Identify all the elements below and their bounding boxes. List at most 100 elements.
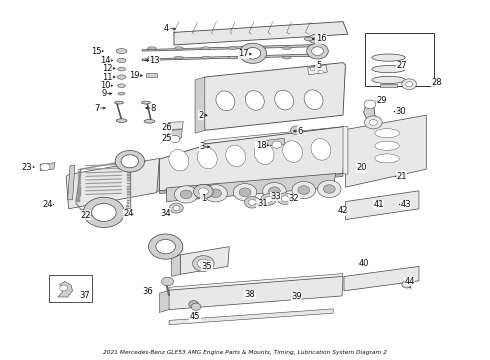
Polygon shape (167, 174, 336, 202)
Ellipse shape (245, 91, 264, 110)
Ellipse shape (144, 120, 155, 123)
Polygon shape (168, 122, 183, 130)
Text: 10: 10 (100, 81, 111, 90)
Ellipse shape (255, 56, 264, 59)
Polygon shape (308, 65, 327, 75)
Ellipse shape (254, 143, 274, 165)
Ellipse shape (375, 154, 399, 163)
Circle shape (239, 43, 267, 63)
Circle shape (365, 116, 382, 129)
Ellipse shape (375, 141, 399, 150)
Circle shape (156, 239, 175, 254)
Circle shape (173, 206, 180, 211)
Circle shape (245, 197, 260, 208)
Text: 42: 42 (338, 207, 348, 215)
Bar (126, 208, 129, 210)
Ellipse shape (372, 66, 405, 73)
Circle shape (40, 163, 50, 171)
Ellipse shape (228, 47, 237, 50)
Bar (127, 188, 130, 190)
Polygon shape (174, 22, 348, 45)
Text: 8: 8 (151, 104, 156, 112)
Polygon shape (267, 138, 285, 146)
Circle shape (204, 185, 227, 202)
Circle shape (272, 141, 282, 148)
Bar (49, 275, 92, 302)
Circle shape (298, 186, 310, 194)
Polygon shape (149, 159, 159, 194)
Circle shape (170, 135, 180, 143)
Text: 25: 25 (161, 134, 172, 143)
Ellipse shape (118, 92, 125, 95)
Text: 24: 24 (123, 210, 134, 218)
Text: 18: 18 (256, 141, 267, 150)
Polygon shape (344, 266, 419, 291)
Polygon shape (195, 77, 205, 133)
Text: 22: 22 (80, 211, 91, 220)
Ellipse shape (117, 58, 126, 63)
Bar (78, 179, 81, 180)
Ellipse shape (174, 56, 183, 59)
Bar (127, 174, 130, 176)
Text: 4: 4 (164, 24, 169, 33)
Circle shape (291, 126, 302, 135)
Bar (77, 198, 80, 200)
Circle shape (263, 183, 286, 200)
Circle shape (402, 281, 412, 288)
Polygon shape (345, 115, 426, 187)
Bar (78, 189, 81, 190)
Circle shape (239, 188, 251, 197)
Text: 30: 30 (395, 107, 406, 116)
Bar (127, 172, 130, 173)
Circle shape (198, 188, 208, 195)
Text: 1: 1 (201, 194, 206, 203)
Bar (77, 194, 80, 196)
Bar (127, 166, 130, 167)
Ellipse shape (201, 56, 210, 59)
Bar (77, 196, 80, 198)
Circle shape (265, 197, 272, 202)
Text: 35: 35 (201, 262, 212, 271)
Circle shape (92, 203, 116, 221)
Bar (126, 202, 129, 204)
Circle shape (248, 199, 256, 205)
Bar (127, 186, 130, 187)
Text: 39: 39 (291, 292, 302, 301)
Circle shape (269, 187, 280, 195)
Polygon shape (203, 63, 345, 130)
Polygon shape (345, 191, 419, 220)
Text: 32: 32 (289, 194, 299, 203)
Polygon shape (343, 127, 348, 174)
Text: 27: 27 (396, 61, 407, 70)
Ellipse shape (174, 47, 183, 50)
Circle shape (323, 185, 335, 193)
Polygon shape (159, 174, 343, 194)
Text: 2: 2 (198, 111, 203, 120)
Polygon shape (159, 290, 169, 312)
Text: 2021 Mercedes-Benz GLE53 AMG Engine Parts & Mounts, Timing, Lubrication System D: 2021 Mercedes-Benz GLE53 AMG Engine Part… (103, 350, 387, 355)
Text: 16: 16 (316, 34, 326, 43)
Circle shape (261, 194, 276, 205)
Circle shape (318, 70, 323, 74)
Circle shape (364, 100, 376, 109)
Bar (127, 163, 130, 165)
Text: 37: 37 (79, 291, 90, 300)
Bar (78, 186, 81, 188)
Bar (127, 177, 130, 179)
Circle shape (310, 67, 315, 71)
Ellipse shape (216, 91, 235, 111)
Circle shape (245, 48, 261, 59)
Circle shape (194, 184, 213, 199)
Ellipse shape (201, 47, 210, 50)
Ellipse shape (117, 75, 126, 79)
Text: 15: 15 (91, 46, 102, 55)
Circle shape (406, 82, 413, 87)
Circle shape (189, 301, 198, 308)
Text: 14: 14 (100, 56, 111, 65)
Polygon shape (66, 158, 159, 209)
Bar (127, 194, 130, 195)
Bar (126, 205, 129, 207)
Ellipse shape (372, 54, 405, 61)
Text: 26: 26 (161, 123, 172, 132)
Ellipse shape (169, 149, 189, 171)
